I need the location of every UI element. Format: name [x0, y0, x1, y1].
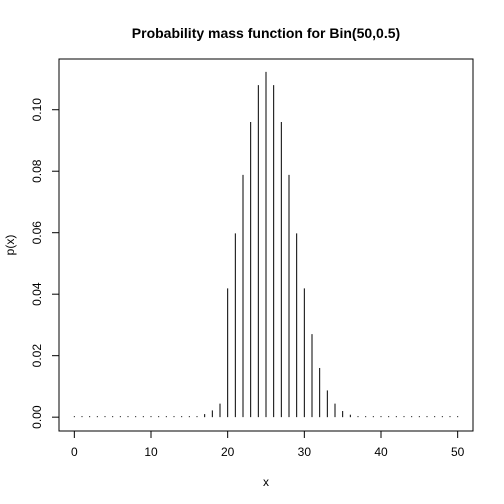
x-axis-label: x — [263, 475, 269, 489]
y-tick-label-0.08: 0.08 — [30, 159, 44, 183]
x-tick-label-0: 0 — [71, 445, 78, 459]
x-tick-label-30: 30 — [298, 445, 312, 459]
y-tick-label-0.04: 0.04 — [30, 282, 44, 306]
x-axis: 0 10 20 30 40 50 — [71, 430, 465, 459]
y-axis: 0.00 0.02 0.04 0.06 0.08 0.10 — [30, 98, 60, 429]
x-tick-label-40: 40 — [374, 445, 388, 459]
y-tick-label-0.06: 0.06 — [30, 221, 44, 245]
x-tick-label-50: 50 — [451, 445, 465, 459]
y-tick-label-0.02: 0.02 — [30, 344, 44, 368]
y-axis-label: p(x) — [3, 235, 17, 256]
y-tick-label-0.10: 0.10 — [30, 98, 44, 122]
chart-title: Probability mass function for Bin(50,0.5… — [132, 25, 400, 41]
pmf-bars — [73, 71, 459, 418]
y-tick-label-0.00: 0.00 — [30, 405, 44, 429]
x-tick-label-10: 10 — [144, 445, 158, 459]
x-tick-label-20: 20 — [221, 445, 235, 459]
